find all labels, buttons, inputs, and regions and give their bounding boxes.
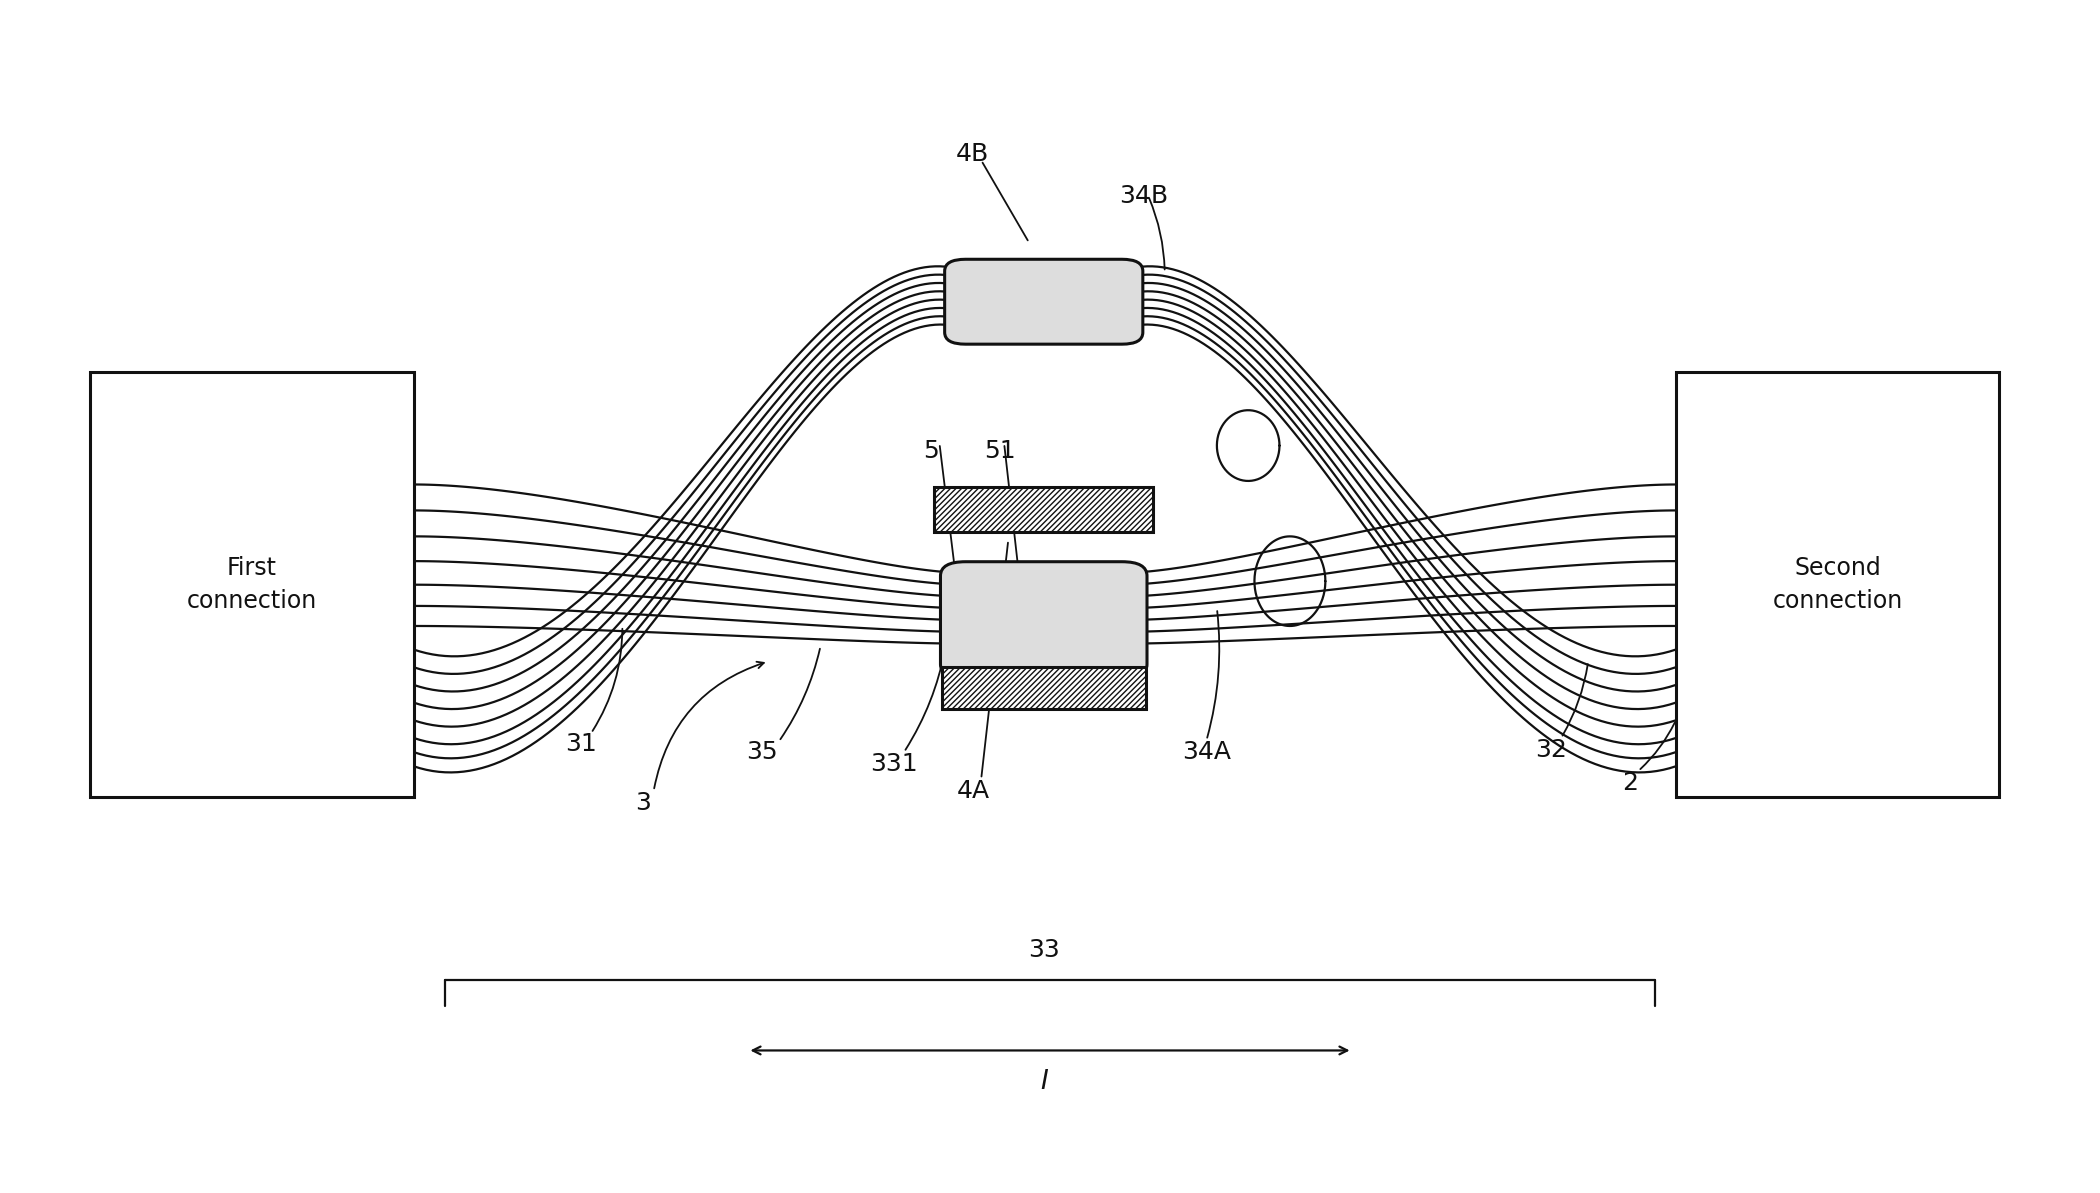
Bar [90,372,414,797]
Text: 331: 331 [869,752,918,775]
Text: 33: 33 [1027,938,1061,963]
Text: 34B: 34B [1119,184,1168,208]
FancyBboxPatch shape [945,259,1142,344]
Bar [941,667,1147,709]
Text: 2: 2 [1621,771,1638,795]
Text: 5: 5 [924,439,939,463]
Text: I: I [1040,1069,1048,1095]
Text: 31: 31 [565,731,596,756]
Text: 32: 32 [1535,737,1567,762]
Text: 51: 51 [985,439,1016,463]
Text: First
connection: First connection [187,556,317,613]
Bar [1676,372,1999,797]
Text: 3: 3 [636,791,651,815]
Text: 34A: 34A [1182,740,1231,765]
FancyBboxPatch shape [941,562,1147,679]
Text: 4A: 4A [956,779,989,803]
Text: 1: 1 [233,596,248,620]
Text: 35: 35 [746,740,777,765]
Text: 4B: 4B [956,142,989,166]
Bar [934,487,1153,532]
Text: Second
connection: Second connection [1772,556,1903,613]
